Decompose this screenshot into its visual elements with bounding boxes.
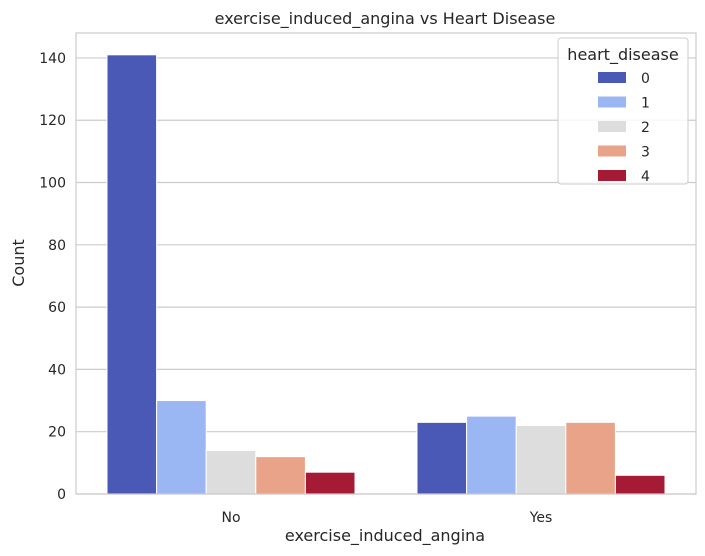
y-axis-label: Count (9, 239, 28, 287)
x-tick-labels: No Yes (221, 510, 552, 526)
bar-no-2 (205, 449, 257, 495)
bar-no-1 (156, 400, 207, 495)
y-tick-label: 20 (48, 425, 66, 441)
bar-no-3 (255, 456, 306, 495)
bar-yes-1 (466, 415, 517, 495)
legend: heart_disease 0 1 2 3 4 (557, 37, 689, 185)
y-tick-labels: 0 20 40 60 80 100 120 140 (39, 51, 66, 503)
y-tick-label: 100 (39, 176, 66, 192)
legend-box (557, 37, 689, 185)
y-tick-label: 60 (48, 300, 66, 316)
y-tick-label: 0 (57, 487, 66, 503)
legend-swatch-0 (598, 72, 626, 83)
y-tick-label: 80 (48, 238, 66, 254)
chart-title: exercise_induced_angina vs Heart Disease (215, 9, 556, 29)
legend-label: 2 (641, 120, 650, 136)
x-tick-label: Yes (529, 510, 553, 526)
legend-label: 1 (641, 96, 650, 112)
legend-title: heart_disease (567, 45, 678, 65)
bar-yes-0 (416, 421, 468, 495)
legend-label: 4 (641, 169, 650, 185)
x-axis-label: exercise_induced_angina (285, 526, 485, 546)
legend-label: 3 (641, 145, 650, 161)
legend-swatch-1 (598, 96, 626, 108)
legend-swatch-3 (598, 145, 626, 157)
bar-yes-3 (565, 421, 616, 495)
x-tick-label: No (221, 510, 240, 526)
bars (106, 54, 666, 495)
legend-label: 0 (641, 71, 650, 87)
y-tick-label: 120 (39, 113, 66, 129)
bar-yes-2 (515, 424, 567, 495)
y-tick-label: 40 (48, 362, 66, 378)
bar-no-0 (106, 54, 158, 495)
legend-items: 0 1 2 3 4 (598, 71, 650, 185)
y-tick-label: 140 (39, 51, 66, 67)
bar-yes-4 (614, 474, 666, 495)
legend-swatch-2 (598, 121, 626, 132)
bar-no-4 (304, 471, 356, 495)
plot-frame (75, 32, 697, 495)
legend-swatch-4 (598, 170, 626, 181)
